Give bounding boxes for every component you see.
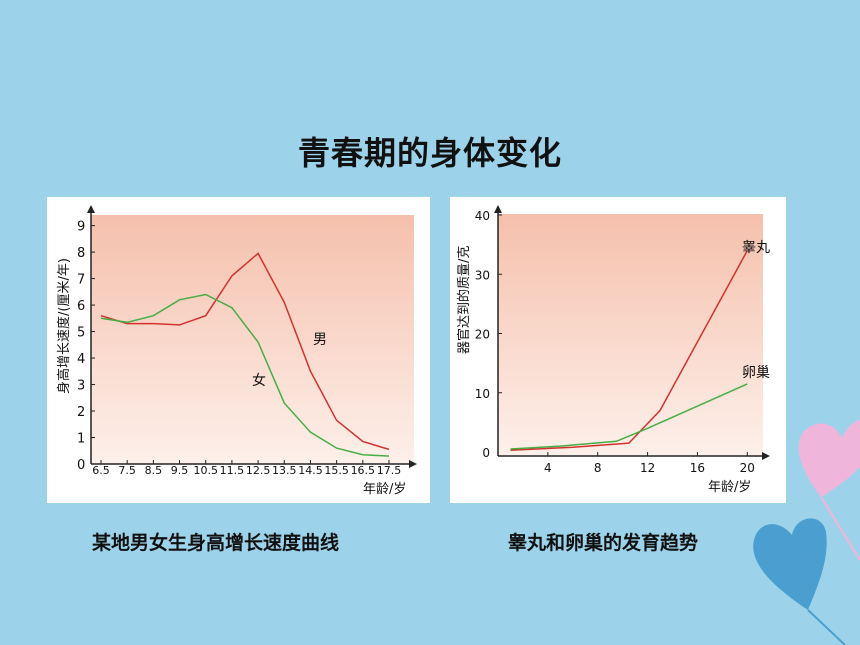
caption-organ-development: 睾丸和卵巢的发育趋势 [508,532,699,554]
x-tick-label: 15.5 [324,464,349,477]
y-tick-label: 8 [77,246,85,261]
y-axis-label: 器官达到的质量/克 [456,246,472,354]
x-tick-label: 4 [544,461,552,475]
plot-area [498,214,763,455]
y-tick-label: 40 [475,209,490,223]
organ-development-chart-panel: 0 10 20 30 40 4 8 12 16 20 器官达到的质量/克 年龄/岁 睾丸 卵巢 [450,197,786,503]
x-tick-label: 16 [690,461,705,475]
organ-development-chart: 0 10 20 30 40 4 8 12 16 20 器官达到的质量/克 年龄/岁 睾丸 卵巢 [456,205,770,495]
series-line-ovary [510,383,748,450]
y-tick-label: 0 [482,446,490,460]
y-axis-label: 身高增长速度/(厘米/年) [56,258,72,394]
caption-height-growth: 某地男女生身高增长速度曲线 [92,532,340,554]
x-axis-label: 年龄/岁 [708,480,751,495]
y-tick-label: 6 [77,299,85,314]
blue-heart-balloon [753,518,827,610]
y-tick-label: 1 [77,432,85,447]
x-tick-label: 17.5 [377,464,402,477]
series-line-testis [510,250,748,451]
x-tick-label: 12 [640,461,655,475]
y-tick-label: 9 [77,220,85,235]
balloon-string [820,496,860,561]
series-label-ovary: 卵巢 [742,365,770,381]
series-label-testis: 睾丸 [742,240,770,256]
y-axis-arrow [87,205,95,213]
x-axis-label: 年龄/岁 [363,482,406,497]
plot-area [91,215,414,464]
x-tick-label: 20 [740,461,755,475]
x-tick-label: 8.5 [145,464,163,477]
x-axis-arrow [409,460,417,468]
series-label-male: 男 [313,332,327,348]
x-tick-label: 6.5 [92,464,110,477]
series-line-male [100,252,390,451]
x-tick-label: 12.5 [246,464,271,477]
y-tick-label: 4 [77,352,85,367]
balloon-string [807,609,846,645]
x-tick-label: 9.5 [171,464,189,477]
y-axis-arrow [494,205,502,213]
pink-heart-balloon [798,419,860,497]
height-growth-chart: 0 1 2 3 4 5 6 7 8 9 6.5 7.5 8.5 9.5 10.5 11.5 12.5 13.5 14… [56,205,417,497]
x-axis-arrow [762,452,770,460]
x-tick-label: 7.5 [118,464,136,477]
x-tick-label: 16.5 [351,464,376,477]
series-label-female: 女 [252,372,266,389]
page-title: 青春期的身体变化 [297,134,562,172]
x-tick-label: 13.5 [272,464,297,477]
x-tick-label: 8 [594,461,602,475]
height-growth-chart-panel: 0 1 2 3 4 5 6 7 8 9 6.5 7.5 8.5 9.5 10.5 11.5 12.5 13.5 14… [47,197,430,503]
y-tick-label: 30 [475,268,490,282]
x-tick-label: 10.5 [193,464,218,477]
y-tick-label: 2 [77,405,85,420]
y-tick-label: 20 [475,328,490,342]
y-tick-label: 7 [77,273,85,288]
y-tick-label: 0 [77,458,85,473]
x-tick-label: 11.5 [220,464,245,477]
x-tick-label: 14.5 [298,464,323,477]
y-tick-label: 10 [475,387,490,401]
y-tick-label: 3 [77,379,85,394]
y-tick-label: 5 [77,326,85,341]
series-line-female [100,293,390,457]
